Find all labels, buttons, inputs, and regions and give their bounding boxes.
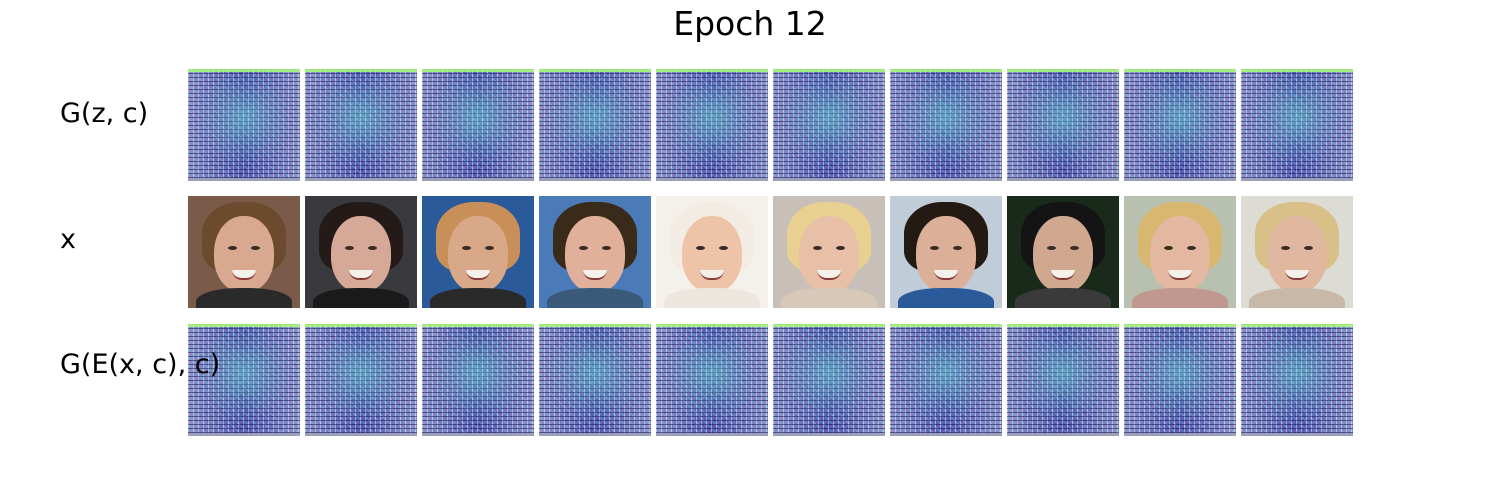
face-image	[422, 196, 534, 308]
generated-image	[1007, 69, 1119, 181]
face-eye-r	[836, 246, 845, 250]
generated-image	[890, 69, 1002, 181]
reconstructed-image	[539, 324, 651, 436]
face-eye-r	[602, 246, 611, 250]
face-mouth	[583, 270, 607, 280]
generated-image	[656, 69, 768, 181]
face-eye-r	[368, 246, 377, 250]
face-eye-r	[485, 246, 494, 250]
reconstructed-image	[305, 324, 417, 436]
reconstructed-image	[773, 324, 885, 436]
face-mouth	[934, 270, 958, 280]
face-image	[1124, 196, 1236, 308]
face-head	[916, 216, 976, 292]
face-image	[539, 196, 651, 308]
face-eye-l	[345, 246, 354, 250]
face-head	[1150, 216, 1210, 292]
reconstructed-image	[890, 324, 1002, 436]
generated-image	[188, 69, 300, 181]
face-image	[305, 196, 417, 308]
face-head	[682, 216, 742, 292]
face-body	[1015, 288, 1111, 308]
face-eye-l	[696, 246, 705, 250]
face-image	[188, 196, 300, 308]
face-eye-l	[813, 246, 822, 250]
generated-image	[422, 69, 534, 181]
face-body	[898, 288, 994, 308]
face-body	[547, 288, 643, 308]
reconstructed-image	[656, 324, 768, 436]
face-head	[1267, 216, 1327, 292]
face-head	[799, 216, 859, 292]
face-mouth	[1285, 270, 1309, 280]
reconstructed-images-row	[188, 324, 1353, 436]
face-eye-l	[228, 246, 237, 250]
generated-image	[773, 69, 885, 181]
generated-image	[305, 69, 417, 181]
face-eye-r	[953, 246, 962, 250]
face-head	[331, 216, 391, 292]
real-images-row	[188, 196, 1353, 308]
face-mouth	[700, 270, 724, 280]
face-body	[196, 288, 292, 308]
face-body	[313, 288, 409, 308]
face-head	[565, 216, 625, 292]
generated-image	[1241, 69, 1353, 181]
row-label-real: x	[60, 224, 76, 255]
face-mouth	[349, 270, 373, 280]
generated-images-row	[188, 69, 1353, 181]
generated-image	[539, 69, 651, 181]
face-body	[1132, 288, 1228, 308]
reconstructed-image	[188, 324, 300, 436]
face-image	[773, 196, 885, 308]
face-eye-l	[1281, 246, 1290, 250]
face-eye-r	[719, 246, 728, 250]
face-eye-l	[579, 246, 588, 250]
reconstructed-image	[422, 324, 534, 436]
face-eye-l	[1164, 246, 1173, 250]
generated-image	[1124, 69, 1236, 181]
face-image	[1007, 196, 1119, 308]
face-mouth	[1051, 270, 1075, 280]
face-eye-r	[1304, 246, 1313, 250]
face-eye-r	[251, 246, 260, 250]
face-mouth	[466, 270, 490, 280]
face-image	[1241, 196, 1353, 308]
reconstructed-image	[1007, 324, 1119, 436]
face-head	[214, 216, 274, 292]
face-head	[448, 216, 508, 292]
face-body	[781, 288, 877, 308]
face-eye-l	[462, 246, 471, 250]
face-eye-r	[1187, 246, 1196, 250]
face-body	[664, 288, 760, 308]
face-body	[1249, 288, 1345, 308]
face-eye-l	[930, 246, 939, 250]
figure-title: Epoch 12	[673, 4, 827, 43]
face-eye-r	[1070, 246, 1079, 250]
face-mouth	[817, 270, 841, 280]
face-image	[656, 196, 768, 308]
face-eye-l	[1047, 246, 1056, 250]
row-label-reconstructed: G(E(x, c), c)	[60, 349, 221, 380]
reconstructed-image	[1241, 324, 1353, 436]
face-image	[890, 196, 1002, 308]
reconstructed-image	[1124, 324, 1236, 436]
row-label-generated: G(z, c)	[60, 98, 149, 129]
face-body	[430, 288, 526, 308]
face-mouth	[1168, 270, 1192, 280]
face-mouth	[232, 270, 256, 280]
face-head	[1033, 216, 1093, 292]
